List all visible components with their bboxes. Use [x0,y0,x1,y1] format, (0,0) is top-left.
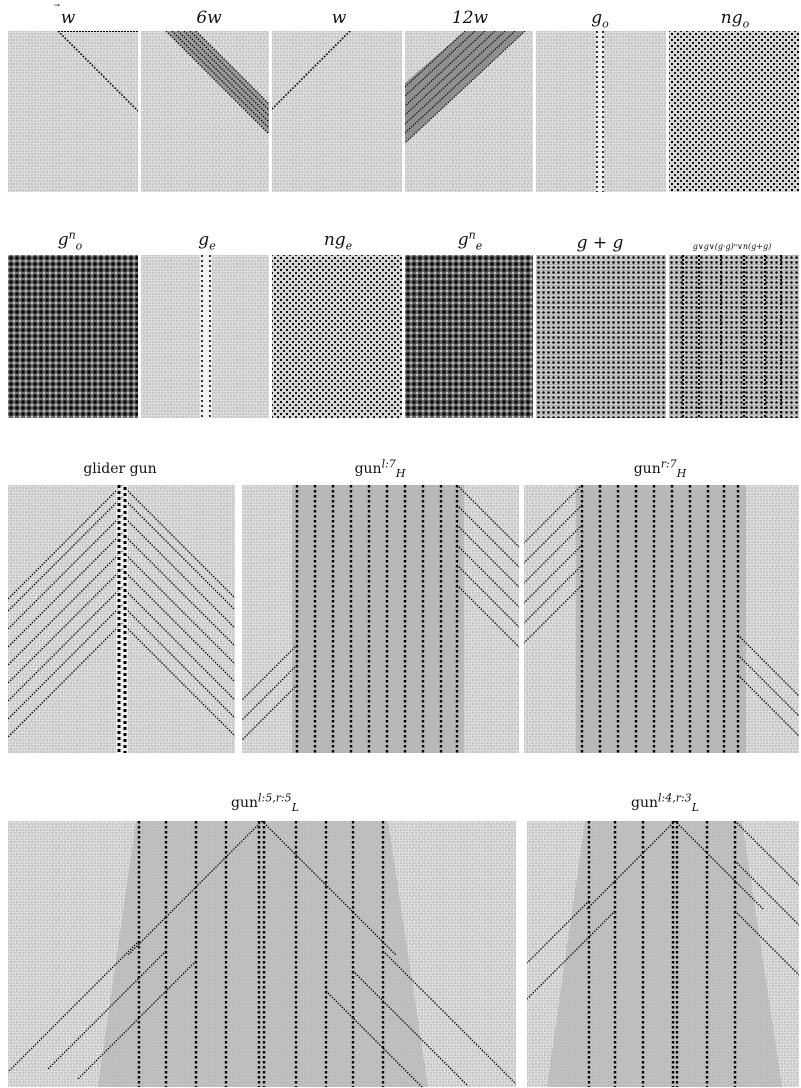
label-g-o: go [591,8,609,31]
label-w-right: w ⃗ [60,8,76,28]
panel-gun-h-r7 [524,485,799,753]
panel-glider-gun [8,485,235,753]
panel-gun-l-l4r3 [527,821,799,1087]
label-6w-right: 6w [196,8,222,28]
label-g-o-plus-g-e: g + g [576,233,624,253]
label-g-e-n: gne [457,228,483,253]
label-12w-left: 12w [451,8,489,28]
panel-ng-o [669,31,799,192]
panel-ng-e [272,255,402,418]
label-gun-l-l5r5: gunl:5,r:5L [231,791,299,814]
label-g-o-n: gno [57,228,83,253]
panel-12w-left [405,31,533,192]
label-ng-e: nge [323,230,353,253]
panel-union [669,255,799,418]
panel-g-e-n [405,255,533,418]
panel-g-o-plus-g-e [536,255,666,418]
label-gun-h-r7: gunr:7H [633,457,687,480]
label-glider-gun: glider gun [83,461,157,477]
panel-6w-right [141,31,269,192]
label-union-expression: g∨g∨(g·g)ⁿ∨n(g+g) [692,242,772,251]
panel-gun-l-l5r5 [8,821,516,1087]
label-g-e: ge [198,230,216,253]
label-gun-h-l7: gunl:7H [354,457,406,480]
panel-g-o [536,31,666,192]
label-w-left: w [331,8,347,28]
panel-gun-h-l7 [242,485,519,753]
panel-w-left [272,31,402,192]
panel-g-e [141,255,269,418]
label-ng-o: ngo [720,8,750,31]
panel-w-right [8,31,138,192]
panel-g-o-n [8,255,138,418]
label-gun-l-l4r3: gunl:4,r:3L [631,791,699,814]
